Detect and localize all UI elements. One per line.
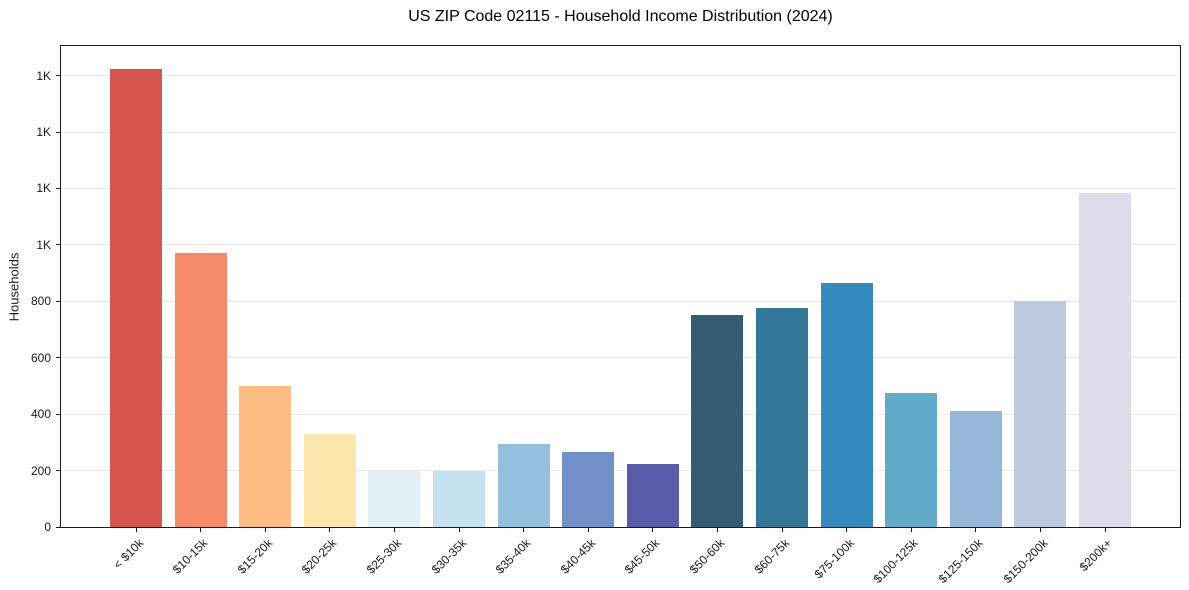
x-tick-label-1: $10-15k xyxy=(169,536,211,577)
x-tick-label-12: $100-125k xyxy=(871,536,922,587)
bar-45-50k xyxy=(626,463,679,527)
x-tick-label-7: $40-45k xyxy=(557,536,599,577)
bar-10-15k xyxy=(174,253,227,527)
y-tick-1400 xyxy=(56,131,60,133)
gridline-1200 xyxy=(61,187,1180,189)
bar-30-35k xyxy=(433,471,485,527)
bar-40-45k xyxy=(562,452,615,527)
y-tick-label-1200: 1K xyxy=(36,181,51,196)
x-axis: < $10k $10-15k $15-20k $20-25k $25-30k $30-35… xyxy=(61,528,1180,590)
bar-25-30k xyxy=(368,470,421,527)
x-tick-12 xyxy=(910,528,912,532)
x-tick-6 xyxy=(523,528,525,532)
y-tick-label-1400: 1K xyxy=(36,125,51,140)
y-tick-1600 xyxy=(56,75,60,77)
gridline-1000 xyxy=(61,244,1180,246)
bar-20-25k xyxy=(303,433,356,527)
x-tick-label-11: $75-100k xyxy=(811,536,857,582)
y-tick-label-200: 200 xyxy=(30,463,51,478)
x-tick-label-0: < $10k xyxy=(110,536,146,572)
x-tick-11 xyxy=(846,528,848,532)
y-tick-400 xyxy=(56,413,60,415)
x-tick-1 xyxy=(200,528,202,532)
y-tick-label-400: 400 xyxy=(30,407,51,422)
x-tick-13 xyxy=(975,528,977,532)
y-tick-label-600: 600 xyxy=(30,350,51,365)
x-tick-8 xyxy=(652,528,654,532)
bar-100-125k xyxy=(885,393,938,527)
y-tick-800 xyxy=(56,300,60,302)
x-tick-label-6: $35-40k xyxy=(492,536,534,577)
x-tick-0 xyxy=(135,528,137,532)
y-tick-label-0: 0 xyxy=(44,520,51,534)
x-tick-label-8: $45-50k xyxy=(622,536,663,577)
gridline-200 xyxy=(61,470,1180,472)
x-tick-label-15: $200k+ xyxy=(1076,536,1115,574)
bar-15-20k xyxy=(239,385,292,527)
x-tick-label-9: $50-60k xyxy=(686,536,728,577)
x-tick-5 xyxy=(458,528,460,532)
y-tick-label-800: 800 xyxy=(30,294,51,309)
x-tick-label-5: $30-35k xyxy=(428,536,469,577)
y-tick-label-1000: 1K xyxy=(36,237,51,252)
plot-area xyxy=(60,45,1181,528)
x-tick-10 xyxy=(781,528,783,532)
bar-150-200k xyxy=(1014,301,1067,527)
x-tick-9 xyxy=(716,528,718,532)
gridline-1600 xyxy=(61,75,1180,77)
bar-10k xyxy=(110,68,162,527)
x-tick-label-4: $25-30k xyxy=(363,536,405,577)
bar-35-40k xyxy=(497,443,550,527)
x-tick-label-14: $150-200k xyxy=(1000,536,1051,587)
y-tick-0 xyxy=(56,526,60,528)
bar-50-60k xyxy=(691,315,744,527)
x-tick-label-13: $125-150k xyxy=(935,536,986,587)
bar-60-75k xyxy=(756,308,808,527)
chart-title: US ZIP Code 02115 - Household Income Dis… xyxy=(408,8,833,25)
y-tick-1000 xyxy=(56,244,60,246)
x-tick-3 xyxy=(329,528,331,532)
y-tick-600 xyxy=(56,357,60,359)
x-tick-4 xyxy=(393,528,395,532)
y-tick-1200 xyxy=(56,187,60,189)
x-tick-15 xyxy=(1104,528,1106,532)
gridline-800 xyxy=(61,300,1180,302)
bar-75-100k xyxy=(820,282,873,527)
y-tick-label-1600: 1K xyxy=(36,68,51,83)
x-tick-14 xyxy=(1039,528,1041,532)
x-tick-label-2: $15-20k xyxy=(234,536,276,577)
y-tick-200 xyxy=(56,470,60,472)
gridline-400 xyxy=(61,413,1180,415)
bar-200k xyxy=(1079,192,1131,527)
y-axis: 0 200 400 600 800 1K 1K 1K 1K xyxy=(0,46,60,534)
gridline-600 xyxy=(61,357,1180,359)
x-tick-2 xyxy=(264,528,266,532)
x-tick-label-10: $60-75k xyxy=(751,536,792,577)
x-tick-7 xyxy=(587,528,589,532)
gridline-1400 xyxy=(61,131,1180,133)
x-tick-label-3: $20-25k xyxy=(299,536,340,577)
bar-125-150k xyxy=(949,411,1002,527)
